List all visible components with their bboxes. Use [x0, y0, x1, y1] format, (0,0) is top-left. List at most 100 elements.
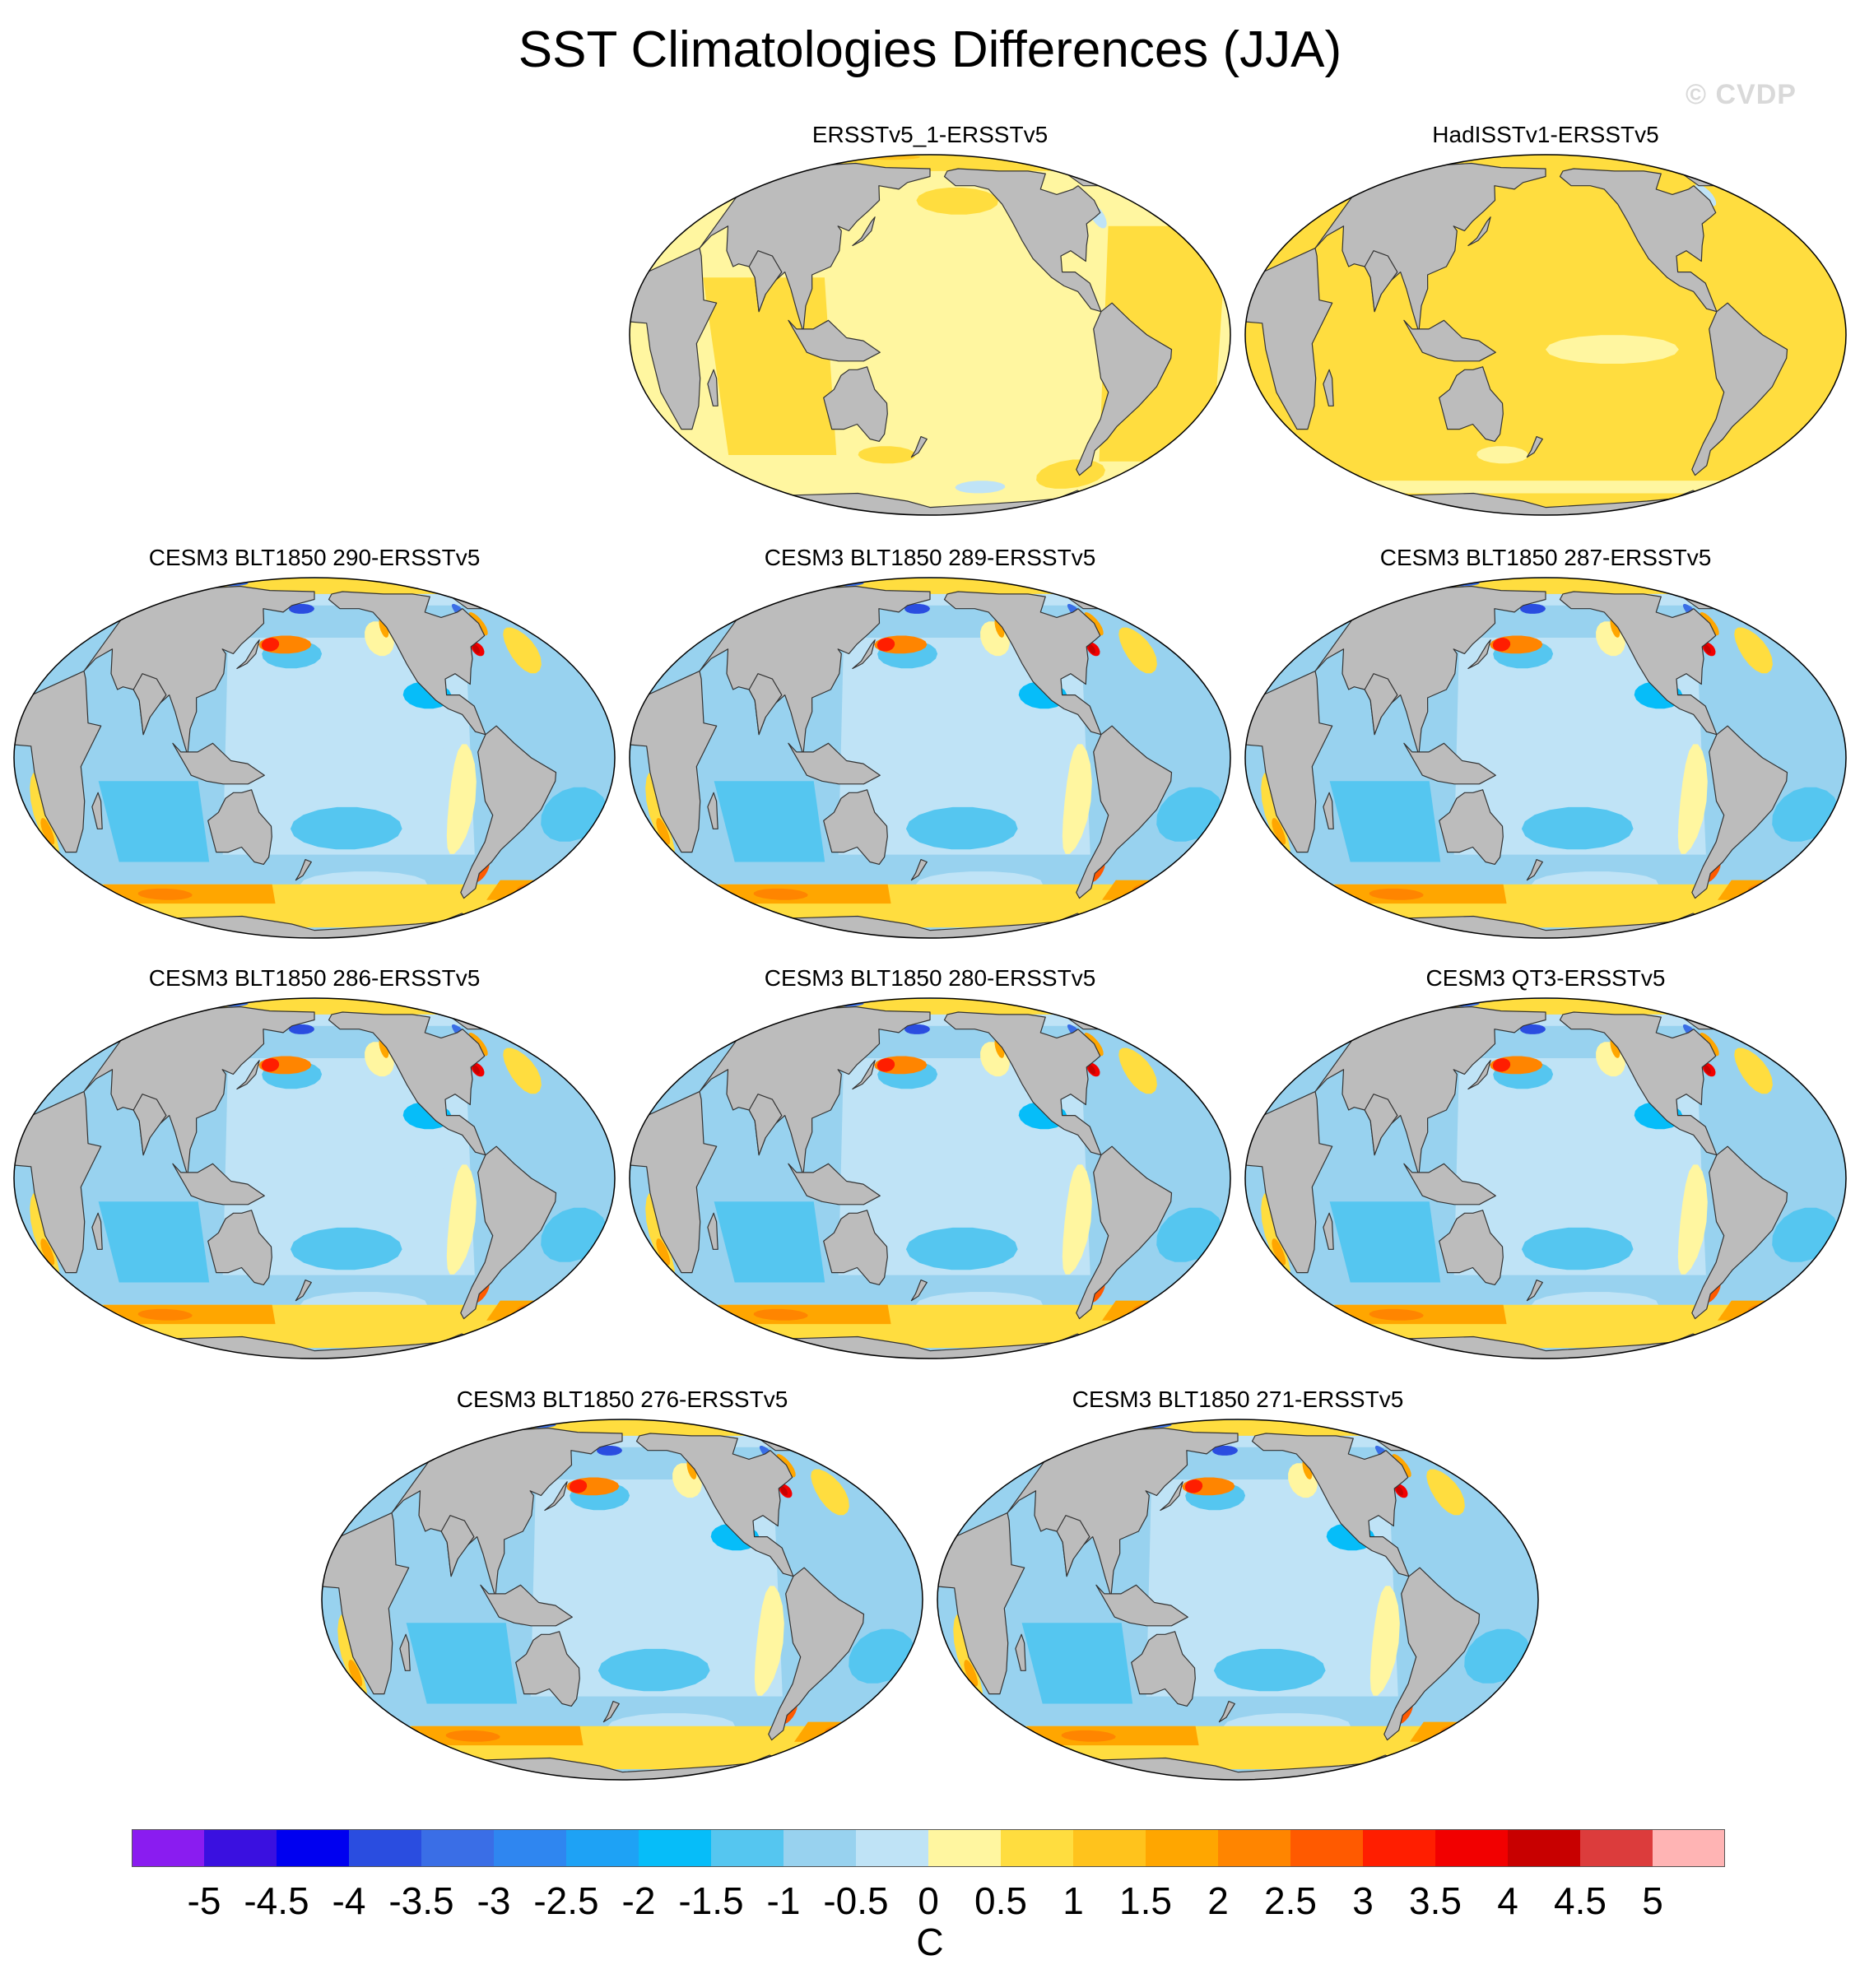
sst-anomaly-region	[1369, 1586, 1400, 1696]
world-map	[629, 154, 1231, 516]
colorbar-tick-label: -3	[477, 1879, 511, 1922]
colorbar-tick-label: -1.5	[678, 1879, 744, 1922]
sst-anomaly-region	[446, 744, 477, 854]
map-border	[1244, 997, 1847, 1359]
sst-anomaly-region	[1118, 627, 1157, 674]
sst-anomaly-region	[1521, 1227, 1634, 1270]
map-panel: CESM3 BLT1850 287-ERSSTv5	[1244, 545, 1848, 940]
map-border	[629, 997, 1231, 1359]
sst-anomaly-region	[994, 617, 1005, 638]
uk-land	[672, 1032, 692, 1048]
australia-land	[207, 1210, 272, 1285]
north-america-land	[943, 168, 1102, 313]
colorbar-swatch	[1290, 1829, 1364, 1867]
south-america-land	[1383, 1567, 1481, 1741]
sst-anomaly-region	[964, 1660, 979, 1687]
indonesia-land	[788, 742, 881, 785]
north-america-land	[1559, 1011, 1718, 1156]
north-america-land	[328, 591, 486, 736]
colorbar-swatch	[1001, 1829, 1074, 1867]
sst-anomaly-region	[1704, 644, 1711, 654]
sst-anomaly-region	[930, 1150, 1063, 1178]
sst-anomaly-region	[1610, 1038, 1621, 1058]
colorbar-swatch	[856, 1829, 929, 1867]
colorbar-units: C	[916, 1921, 944, 1963]
sst-anomaly-region	[1718, 1300, 1832, 1321]
sst-anomaly-region	[1410, 1721, 1524, 1742]
sst-anomaly-region	[98, 1201, 210, 1283]
indonesia-land	[480, 1584, 573, 1627]
new-zealand-land	[910, 859, 928, 881]
south-america-land	[1076, 725, 1173, 899]
japan-land	[1160, 1481, 1183, 1512]
colorbar-tick-label: -2	[621, 1879, 656, 1922]
colorbar-tick-label: 3	[1352, 1879, 1374, 1922]
map-panel: ERSSTv5_1-ERSSTv5	[628, 122, 1232, 517]
indonesia-land	[172, 1163, 265, 1205]
map-panel: CESM3 BLT1850 290-ERSSTv5	[12, 545, 616, 940]
sst-anomaly-region	[98, 781, 210, 862]
sst-anomaly-region	[503, 1047, 542, 1094]
sst-anomaly-region	[1439, 1001, 1453, 1005]
south-america-land	[460, 1145, 557, 1320]
sst-anomaly-region	[1718, 880, 1832, 900]
colorbar-tick-label: -4	[332, 1879, 366, 1922]
india-land	[748, 673, 783, 736]
colorbar-tick-label: 2.5	[1264, 1879, 1317, 1922]
colorbar-swatch	[566, 1829, 639, 1867]
new-zealand-land	[1218, 1701, 1235, 1723]
map-panel: HadISSTv1-ERSSTv5	[1244, 122, 1848, 517]
indonesia-land	[1403, 319, 1496, 362]
colorbar-tick-label: 0.5	[974, 1879, 1027, 1922]
panel-title: CESM3 QT3-ERSSTv5	[1425, 965, 1666, 991]
australia-land	[207, 789, 272, 865]
uk-land	[1288, 1032, 1308, 1048]
panel-title: CESM3 BLT1850 271-ERSSTv5	[1072, 1386, 1404, 1412]
world-map	[13, 997, 616, 1359]
new-zealand-land	[602, 1701, 620, 1723]
sst-anomaly-region	[1695, 183, 1717, 207]
new-zealand-land	[1526, 859, 1543, 881]
sst-anomaly-region	[1439, 580, 1453, 584]
sst-anomaly-region	[1476, 446, 1528, 464]
colorbar-swatch	[711, 1829, 784, 1867]
sst-anomaly-region	[1213, 1648, 1326, 1692]
colorbar-swatch	[928, 1829, 1002, 1867]
panel-title: CESM3 BLT1850 289-ERSSTv5	[764, 545, 1096, 570]
sst-anomaly-region	[348, 1660, 363, 1687]
sst-anomaly-region	[904, 604, 930, 614]
sst-anomaly-region	[1184, 1479, 1203, 1493]
world-map	[937, 1419, 1539, 1781]
panel-title: CESM3 BLT1850 290-ERSSTv5	[148, 545, 481, 570]
sst-anomaly-region	[261, 1058, 280, 1072]
sst-anomaly-region	[1311, 481, 1780, 494]
sst-anomaly-region	[1118, 1047, 1157, 1094]
sst-anomaly-region	[569, 1479, 588, 1493]
colorbar-tick-label: -5	[187, 1879, 221, 1922]
sst-anomaly-region	[314, 1150, 448, 1178]
panel-title: CESM3 BLT1850 276-ERSSTv5	[456, 1386, 788, 1412]
sst-anomaly-region	[406, 1623, 518, 1704]
new-zealand-land	[295, 859, 312, 881]
colorbar-tick-label: 1	[1063, 1879, 1084, 1922]
sst-anomaly-region	[1734, 627, 1773, 674]
india-land	[748, 1094, 783, 1156]
colorbar-swatch	[277, 1829, 350, 1867]
sst-anomaly-region	[289, 604, 314, 614]
south-america-land	[1691, 302, 1788, 476]
colorbar-swatch	[132, 1829, 205, 1867]
sst-anomaly-region	[379, 1038, 389, 1058]
sst-anomaly-region	[1369, 1308, 1424, 1321]
map-border	[1244, 577, 1847, 939]
north-america-land	[328, 1011, 486, 1156]
sst-anomaly-region	[714, 1201, 825, 1283]
map-border	[937, 1419, 1539, 1781]
new-zealand-land	[295, 1280, 312, 1302]
sst-anomaly-region	[1102, 880, 1216, 900]
colorbar-swatch	[494, 1829, 567, 1867]
japan-land	[852, 639, 876, 670]
japan-land	[1467, 216, 1491, 247]
sst-anomaly-region	[877, 638, 895, 652]
map-panel: CESM3 BLT1850 289-ERSSTv5	[628, 545, 1232, 940]
new-zealand-land	[1526, 436, 1543, 458]
